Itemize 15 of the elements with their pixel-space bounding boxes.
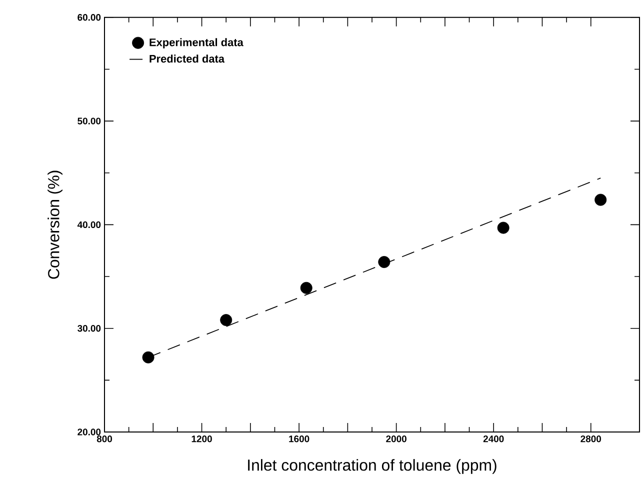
x-tick-label: 2400: [483, 436, 504, 442]
y-tick-label: 60.00: [78, 14, 101, 21]
y-tick-label: 20.00: [78, 428, 101, 436]
x-axis-title: Inlet concentration of toluene (ppm): [248, 459, 496, 474]
legend-label: Predicted data: [150, 54, 225, 63]
legend-label: Experimental data: [150, 38, 244, 48]
y-axis-title: Conversion (%): [48, 170, 62, 279]
x-tick-label: 2800: [580, 436, 602, 442]
y-tick-label: 30.00: [78, 324, 101, 332]
x-tick-label: 1200: [192, 436, 212, 442]
y-tick-label: 50.00: [78, 118, 101, 124]
x-tick-label: 1600: [289, 436, 310, 442]
x-tick-label: 2000: [386, 436, 406, 442]
y-tick-label: 40.00: [77, 221, 101, 228]
x-tick-label: 800: [96, 436, 112, 442]
